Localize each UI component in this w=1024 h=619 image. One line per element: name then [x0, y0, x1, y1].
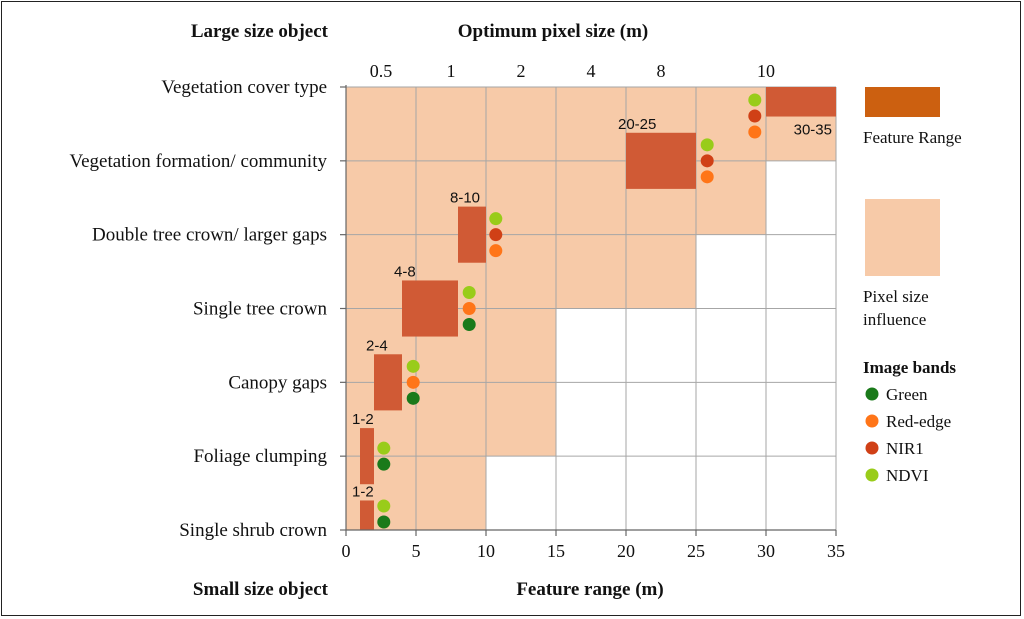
- top-axis-title: Optimum pixel size (m): [458, 21, 649, 42]
- legend-pixel-influence-swatch: [865, 199, 940, 276]
- legend-band-label: Green: [886, 385, 928, 404]
- feature-range-bar: [360, 500, 374, 530]
- band-dot-nir1: [700, 154, 714, 168]
- feature-range-bar: [402, 280, 458, 337]
- band-dot-red-edge: [462, 302, 476, 315]
- x-tick-label: 30: [757, 541, 775, 561]
- feature-range-bar: [626, 132, 696, 189]
- x-tick-label: 0: [342, 541, 351, 561]
- corner-label-small: Small size object: [193, 579, 329, 600]
- band-dot-nir1: [748, 109, 762, 123]
- top-tick-label: 4: [587, 61, 596, 81]
- band-dot-ndvi: [377, 441, 391, 455]
- feature-range-bar: [374, 354, 402, 411]
- band-dot-ndvi: [377, 499, 391, 513]
- feature-range-label: 1-2: [352, 411, 374, 428]
- feature-range-label: 20-25: [618, 116, 656, 133]
- legend-bands: Green Red-edge NIR1 NDVI: [865, 385, 951, 485]
- category-label: Vegetation cover type: [161, 77, 327, 98]
- x-axis-title: Feature range (m): [516, 579, 663, 600]
- band-dot-green: [462, 318, 476, 331]
- legend-dot-green: [865, 387, 879, 401]
- category-label: Foliage clumping: [193, 446, 327, 467]
- feature-range-label: 2-4: [366, 337, 388, 354]
- band-dot-green: [377, 457, 391, 471]
- image-band-layer: [377, 93, 762, 529]
- category-label: Canopy gaps: [228, 372, 327, 393]
- category-label: Single shrub crown: [179, 520, 327, 541]
- legend-dot-nir1: [865, 441, 879, 455]
- legend-dot-red-edge: [865, 414, 879, 428]
- band-dot-ndvi: [489, 212, 503, 226]
- band-dot-ndvi: [700, 138, 714, 152]
- feature-range-bar: [458, 206, 486, 263]
- band-dot-red-edge: [406, 375, 420, 389]
- x-tick-label: 20: [617, 541, 635, 561]
- category-label: Double tree crown/ larger gaps: [92, 225, 327, 246]
- x-tick-label: 15: [547, 541, 565, 561]
- band-dot-red-edge: [748, 125, 762, 139]
- pixel-influence-band: [346, 87, 836, 161]
- top-tick-label: 8: [657, 61, 666, 81]
- category-label: Single tree crown: [193, 299, 328, 320]
- band-dot-red-edge: [700, 170, 714, 184]
- category-label: Vegetation formation/ community: [69, 151, 327, 172]
- top-tick-label: 0.5: [370, 61, 393, 81]
- legend-band-label: Red-edge: [886, 412, 951, 431]
- band-dot-ndvi: [406, 359, 420, 373]
- feature-range-label: 8-10: [450, 190, 480, 207]
- x-tick-label: 25: [687, 541, 705, 561]
- feature-range-label: 30-35: [794, 122, 832, 139]
- feature-range-label: 1-2: [352, 483, 374, 500]
- legend-band-label: NIR1: [886, 439, 924, 458]
- feature-range-bar: [360, 428, 374, 485]
- legend-pixel-influence-label: Pixel size influence: [863, 287, 929, 329]
- legend-bands-title: Image bands: [863, 358, 956, 377]
- band-dot-red-edge: [489, 244, 503, 258]
- band-dot-green: [406, 391, 420, 405]
- x-tick-label: 5: [412, 541, 421, 561]
- band-dot-nir1: [489, 228, 503, 242]
- x-tick-label: 10: [477, 541, 495, 561]
- x-tick-label: 35: [827, 541, 845, 561]
- legend-dot-ndvi: [865, 468, 879, 482]
- top-tick-label: 10: [757, 61, 775, 81]
- band-dot-ndvi: [748, 93, 762, 107]
- legend-band-label: NDVI: [886, 466, 929, 485]
- band-dot-ndvi: [462, 286, 476, 299]
- top-tick-label: 2: [517, 61, 526, 81]
- band-dot-green: [377, 515, 391, 529]
- legend-feature-range-label: Feature Range: [863, 128, 962, 147]
- corner-label-large: Large size object: [191, 21, 329, 42]
- axes-layer: 0 5 10 15 20 25 30 35 0.5 1 2 4 8 10 Vegetation cover …: [69, 61, 845, 561]
- top-tick-label: 1: [447, 61, 456, 81]
- legend: Feature Range Pixel size influence Image …: [863, 87, 962, 485]
- legend-feature-range-swatch: [865, 87, 940, 117]
- feature-range-layer: 30-35 20-25 8-10 4-8 2-4 1-2 1-2: [352, 87, 836, 530]
- feature-range-label: 4-8: [394, 263, 416, 280]
- feature-range-bar: [766, 87, 836, 117]
